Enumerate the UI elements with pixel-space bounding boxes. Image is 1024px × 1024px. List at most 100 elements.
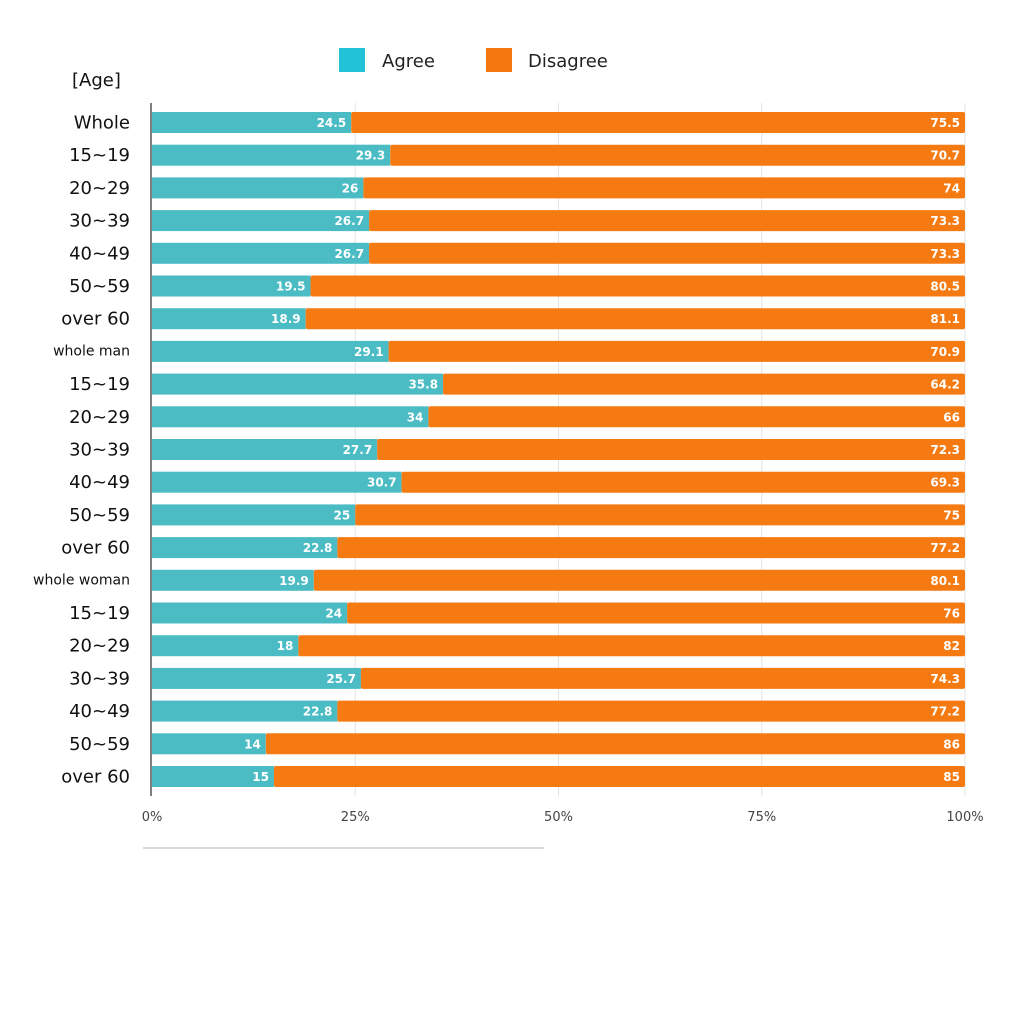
data-label-agree: 26.7 [334,247,364,261]
bar-agree [152,471,402,493]
bar-disagree [273,766,965,787]
category-label: 15~19 [69,374,130,395]
category-label: 30~39 [69,668,130,689]
data-label-disagree: 85 [943,770,960,784]
bar-disagree [401,471,965,493]
bar-disagree [355,504,965,526]
category-label: 40~49 [69,472,130,493]
category-label: 40~49 [69,243,130,264]
bars: 24.5 75.5 29.3 70.7 26 74 26.7 73.3 26.7 73.3 19.5… [152,112,966,787]
data-label-disagree: 74 [943,181,960,195]
data-label-disagree: 74.3 [930,672,960,686]
bar-disagree [388,340,965,362]
category-label: 50~59 [69,276,130,297]
data-label-agree: 15 [252,770,269,784]
category-label: 50~59 [69,505,130,526]
legend-label-disagree: Disagree [528,51,608,72]
bar-disagree [310,275,965,297]
bar-disagree [369,242,965,264]
data-label-agree: 24.5 [317,116,347,130]
x-tick-label: 25% [341,810,370,825]
data-label-agree: 14 [244,737,261,751]
bar-agree [152,144,391,166]
bar-agree [152,242,370,264]
bar-agree [152,766,274,787]
bar-disagree [369,210,965,232]
bar-disagree [265,733,965,755]
data-label-agree: 29.3 [356,149,386,163]
bar-agree [152,504,356,526]
bar-agree [152,733,266,755]
data-label-disagree: 73.3 [930,214,960,228]
data-label-disagree: 81.1 [930,312,960,326]
bar-disagree [443,373,966,395]
data-label-disagree: 77.2 [930,541,960,555]
bar-agree [152,112,352,133]
category-label: over 60 [61,309,130,330]
bar-agree [152,667,361,689]
data-label-agree: 18.9 [271,312,301,326]
bar-disagree [390,144,966,166]
data-label-agree: 34 [407,410,424,424]
data-label-agree: 18 [277,639,294,653]
data-label-disagree: 82 [943,639,960,653]
data-label-agree: 22.8 [303,541,333,555]
bar-agree [152,373,444,395]
data-label-disagree: 75 [943,508,960,522]
data-label-agree: 19.9 [279,574,309,588]
data-label-disagree: 73.3 [930,247,960,261]
data-label-agree: 25 [334,508,351,522]
data-label-agree: 26.7 [334,214,364,228]
data-label-agree: 30.7 [367,476,397,490]
bar-disagree [313,569,965,591]
legend-label-agree: Agree [382,51,435,72]
data-label-agree: 26 [342,181,359,195]
data-label-agree: 22.8 [303,705,333,719]
bar-agree [152,406,429,428]
data-label-agree: 24 [325,607,342,621]
category-label: 20~29 [69,636,130,657]
bar-agree [152,700,338,722]
bar-agree [152,602,348,624]
bar-agree [152,210,370,232]
data-label-agree: 19.5 [276,280,306,294]
category-label: 20~29 [69,407,130,428]
bar-disagree [363,177,965,199]
bar-disagree [298,635,966,657]
bar-disagree [337,700,965,722]
bar-agree [152,569,314,591]
category-label: over 60 [61,538,130,559]
data-label-disagree: 72.3 [930,443,960,457]
category-label: whole man [53,343,130,359]
data-label-agree: 27.7 [343,443,373,457]
bar-disagree [305,308,966,330]
category-label: 15~19 [69,603,130,624]
x-tick-label: 75% [747,810,776,825]
data-label-disagree: 64.2 [930,378,960,392]
data-label-disagree: 77.2 [930,705,960,719]
data-label-disagree: 76 [943,607,960,621]
bar-disagree [360,667,965,689]
category-label: Whole [74,113,130,134]
legend: Agree Disagree [339,48,608,72]
x-tick-label: 100% [946,810,983,825]
category-label: 30~39 [69,440,130,461]
data-label-disagree: 75.5 [930,116,960,130]
category-label: 50~59 [69,734,130,755]
category-labels: Whole 15~19 20~29 30~39 40~49 50~59 over 60 who… [33,113,130,788]
x-tick-labels: 0% 25% 50% 75% 100% [142,810,984,825]
bar-agree [152,340,389,362]
legend-swatch-agree [339,48,365,72]
category-label: over 60 [61,767,130,788]
data-label-disagree: 66 [943,410,960,424]
bar-agree [152,635,299,657]
bar-disagree [347,602,965,624]
category-label: whole woman [33,572,130,588]
category-label: 15~19 [69,145,130,166]
data-label-disagree: 69.3 [930,476,960,490]
data-label-agree: 29.1 [354,345,384,359]
data-label-agree: 25.7 [326,672,356,686]
x-tick-label: 0% [142,810,163,825]
bar-agree [152,439,378,460]
